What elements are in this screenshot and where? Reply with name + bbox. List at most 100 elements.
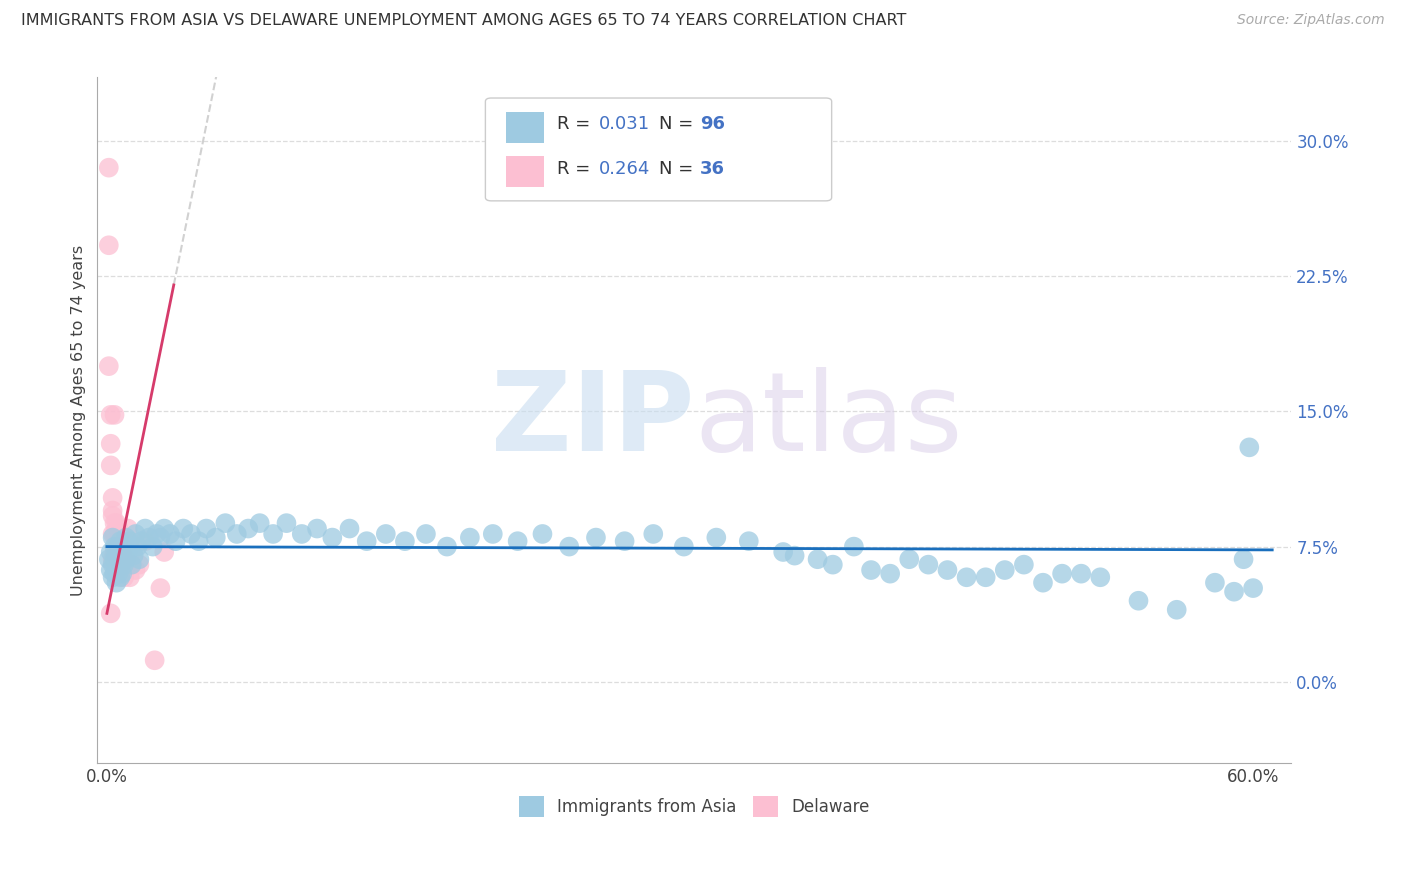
Point	[214, 516, 236, 530]
Point	[187, 534, 209, 549]
Point	[821, 558, 844, 572]
Point	[558, 540, 581, 554]
Point	[117, 545, 139, 559]
Y-axis label: Unemployment Among Ages 65 to 74 years: Unemployment Among Ages 65 to 74 years	[72, 244, 86, 596]
Point	[172, 522, 194, 536]
Point	[436, 540, 458, 554]
Point	[180, 527, 202, 541]
Point	[165, 534, 187, 549]
Point	[955, 570, 977, 584]
Point	[1241, 581, 1264, 595]
Text: Source: ZipAtlas.com: Source: ZipAtlas.com	[1237, 13, 1385, 28]
Point	[101, 552, 124, 566]
Point	[122, 549, 145, 563]
Point	[110, 534, 132, 549]
Point	[105, 563, 128, 577]
Point	[806, 552, 828, 566]
Point	[481, 527, 503, 541]
Point	[936, 563, 959, 577]
Text: N =: N =	[658, 115, 699, 133]
Point	[129, 534, 152, 549]
Point	[321, 531, 343, 545]
Point	[458, 531, 481, 545]
Text: 36: 36	[700, 160, 725, 178]
Point	[100, 563, 122, 577]
Point	[374, 527, 396, 541]
Point	[225, 527, 247, 541]
Point	[101, 508, 124, 523]
Point	[103, 408, 125, 422]
Point	[107, 566, 129, 581]
Text: 0.264: 0.264	[599, 160, 650, 178]
Point	[1032, 575, 1054, 590]
Point	[111, 558, 134, 572]
Point	[115, 531, 138, 545]
Text: IMMIGRANTS FROM ASIA VS DELAWARE UNEMPLOYMENT AMONG AGES 65 TO 74 YEARS CORRELAT: IMMIGRANTS FROM ASIA VS DELAWARE UNEMPLO…	[21, 13, 907, 29]
Point	[101, 491, 124, 505]
Point	[917, 558, 939, 572]
Point	[100, 607, 122, 621]
Text: atlas: atlas	[695, 367, 963, 474]
Point	[249, 516, 271, 530]
Point	[276, 516, 298, 530]
Point	[107, 534, 129, 549]
Point	[112, 558, 135, 572]
Point	[115, 552, 138, 566]
Point	[195, 522, 218, 536]
Point	[1070, 566, 1092, 581]
Point	[101, 570, 124, 584]
Point	[97, 552, 120, 566]
Point	[117, 522, 139, 536]
Point	[138, 531, 160, 545]
Point	[128, 558, 150, 572]
Point	[103, 566, 125, 581]
Bar	[506, 112, 544, 143]
Point	[994, 563, 1017, 577]
Point	[238, 522, 260, 536]
Point	[101, 527, 124, 541]
Point	[613, 534, 636, 549]
Point	[107, 522, 129, 536]
Point	[415, 527, 437, 541]
Point	[110, 531, 132, 545]
Point	[112, 570, 135, 584]
Point	[1166, 603, 1188, 617]
Point	[121, 558, 143, 572]
Point	[100, 458, 122, 473]
Point	[143, 653, 166, 667]
Point	[101, 558, 124, 572]
Point	[145, 527, 167, 541]
Point	[149, 581, 172, 595]
Point	[339, 522, 361, 536]
Point	[531, 527, 554, 541]
Point	[124, 563, 146, 577]
Point	[1223, 584, 1246, 599]
Legend: Immigrants from Asia, Delaware: Immigrants from Asia, Delaware	[512, 789, 876, 823]
Point	[704, 531, 727, 545]
Point	[1204, 575, 1226, 590]
Point	[111, 545, 134, 559]
Point	[107, 552, 129, 566]
Text: R =: R =	[557, 160, 596, 178]
Point	[204, 531, 226, 545]
Point	[100, 545, 122, 559]
Point	[262, 527, 284, 541]
Point	[974, 570, 997, 584]
Point	[97, 238, 120, 252]
Point	[103, 540, 125, 554]
Point	[506, 534, 529, 549]
Point	[860, 563, 883, 577]
Point	[110, 570, 132, 584]
Text: ZIP: ZIP	[491, 367, 695, 474]
Point	[101, 503, 124, 517]
Point	[115, 552, 138, 566]
Text: 96: 96	[700, 115, 725, 133]
Point	[153, 545, 176, 559]
Point	[118, 534, 141, 549]
Point	[103, 516, 125, 530]
Text: N =: N =	[658, 160, 699, 178]
Point	[110, 558, 132, 572]
Point	[291, 527, 314, 541]
Point	[100, 436, 122, 450]
Point	[149, 531, 172, 545]
